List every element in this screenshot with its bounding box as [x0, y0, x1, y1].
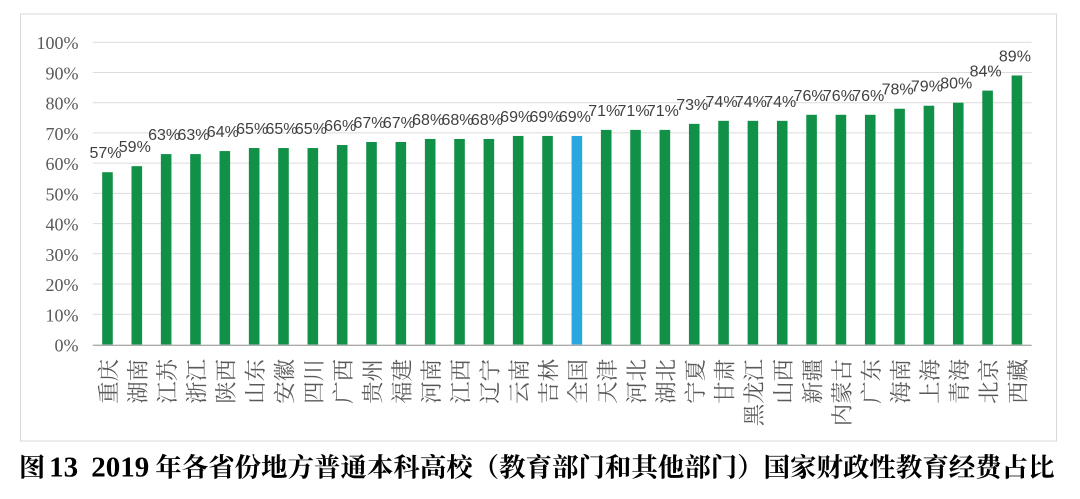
svg-text:76%: 76%: [823, 88, 855, 105]
svg-text:68%: 68%: [442, 112, 474, 129]
svg-text:67%: 67%: [383, 115, 415, 132]
svg-text:50%: 50%: [46, 184, 79, 204]
svg-text:71%: 71%: [618, 103, 650, 120]
svg-text:90%: 90%: [46, 64, 79, 84]
svg-text:69%: 69%: [500, 109, 532, 126]
svg-text:74%: 74%: [764, 94, 796, 111]
svg-text:89%: 89%: [999, 48, 1031, 65]
svg-text:74%: 74%: [706, 94, 738, 111]
svg-text:63%: 63%: [148, 127, 180, 144]
svg-text:59%: 59%: [119, 139, 151, 156]
svg-text:10%: 10%: [46, 305, 79, 325]
svg-text:71%: 71%: [588, 103, 620, 120]
svg-text:66%: 66%: [324, 118, 356, 135]
svg-text:79%: 79%: [911, 79, 943, 96]
svg-text:71%: 71%: [647, 103, 679, 120]
svg-text:78%: 78%: [882, 82, 914, 99]
svg-text:69%: 69%: [559, 109, 591, 126]
svg-text:84%: 84%: [970, 64, 1002, 81]
svg-text:68%: 68%: [471, 112, 503, 129]
svg-text:76%: 76%: [852, 88, 884, 105]
svg-text:60%: 60%: [46, 154, 79, 174]
svg-text:64%: 64%: [207, 124, 239, 141]
svg-text:20%: 20%: [46, 275, 79, 295]
svg-text:76%: 76%: [794, 88, 826, 105]
svg-text:74%: 74%: [735, 94, 767, 111]
svg-text:65%: 65%: [236, 121, 268, 138]
svg-text:80%: 80%: [46, 94, 79, 114]
svg-text:67%: 67%: [353, 115, 385, 132]
svg-text:73%: 73%: [676, 97, 708, 114]
svg-text:100%: 100%: [37, 33, 79, 53]
svg-text:65%: 65%: [295, 121, 327, 138]
svg-text:0%: 0%: [55, 336, 79, 356]
svg-text:63%: 63%: [177, 127, 209, 144]
svg-text:70%: 70%: [46, 124, 79, 144]
svg-text:2019: 2019: [91, 452, 149, 484]
svg-text:69%: 69%: [530, 109, 562, 126]
svg-text:65%: 65%: [265, 121, 297, 138]
svg-text:80%: 80%: [940, 76, 972, 93]
svg-text:57%: 57%: [89, 145, 121, 162]
svg-text:30%: 30%: [46, 245, 79, 265]
svg-text:40%: 40%: [46, 215, 79, 235]
svg-text:68%: 68%: [412, 112, 444, 129]
svg-text:13: 13: [49, 452, 78, 484]
